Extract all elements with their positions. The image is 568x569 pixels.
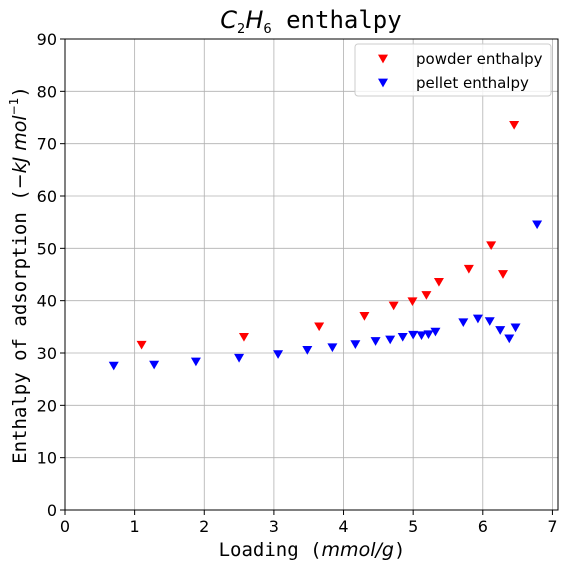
chart-title: C2H6 enthalpy bbox=[220, 6, 401, 37]
y-axis-label-exp: −1 bbox=[7, 98, 21, 116]
x-tick-label: 1 bbox=[130, 517, 140, 536]
series-1-point bbox=[149, 360, 160, 370]
series-0-point bbox=[463, 264, 474, 274]
series-0-point bbox=[314, 322, 325, 332]
x-tick-label: 7 bbox=[547, 517, 557, 536]
series-1-point bbox=[430, 327, 441, 337]
series-1-point bbox=[302, 346, 313, 355]
series-0-point bbox=[433, 278, 444, 287]
series-1-point bbox=[108, 361, 119, 371]
y-axis-label: Enthalpy of adsorption (−kJ mol−1) bbox=[7, 86, 31, 464]
series-1-point bbox=[472, 314, 483, 324]
x-axis-label-close: ) bbox=[394, 539, 405, 561]
series-0-point bbox=[486, 241, 497, 251]
series-1-point bbox=[532, 220, 543, 230]
x-axis-ticks: 0 1 2 3 4 5 6 7 bbox=[60, 510, 558, 536]
chart-title-sub1: 2 bbox=[237, 22, 245, 37]
legend-marker-0 bbox=[378, 54, 388, 64]
series-1-point bbox=[416, 331, 427, 341]
legend-label-0: powder enthalpy bbox=[416, 50, 543, 68]
series-0-point bbox=[497, 270, 508, 279]
x-tick-label: 0 bbox=[60, 517, 70, 536]
series-0-point bbox=[421, 291, 432, 300]
chart-title-c: C bbox=[220, 6, 237, 34]
series-1-point bbox=[484, 317, 495, 326]
series-1-point bbox=[370, 337, 381, 346]
legend-marker-1 bbox=[378, 78, 388, 88]
series-1-point bbox=[397, 332, 408, 342]
series-1-point bbox=[273, 350, 284, 359]
legend: powder enthalpy pellet enthalpy bbox=[354, 43, 552, 97]
series-1-point bbox=[504, 334, 515, 344]
series-1-point bbox=[458, 318, 469, 327]
y-axis-label-unit: −kJ mol bbox=[9, 115, 31, 190]
legend-label-1: pellet enthalpy bbox=[416, 74, 529, 92]
y-tick-label: 60 bbox=[37, 187, 57, 206]
plot-frame bbox=[64, 38, 559, 511]
y-tick-label: 40 bbox=[37, 292, 57, 311]
x-tick-label: 3 bbox=[269, 517, 279, 536]
x-axis-label-text: Loading ( bbox=[219, 539, 322, 561]
x-tick-label: 4 bbox=[338, 517, 348, 536]
x-axis-label: Loading (mmol/g) bbox=[219, 539, 406, 561]
series-1-point bbox=[385, 335, 396, 345]
series-0-point bbox=[136, 340, 147, 350]
y-axis-label-text: Enthalpy of adsorption ( bbox=[9, 189, 31, 464]
y-tick-label: 50 bbox=[37, 239, 57, 258]
legend-box bbox=[354, 43, 552, 97]
y-tick-label: 0 bbox=[47, 501, 57, 520]
series-1-point bbox=[495, 326, 506, 335]
data-points bbox=[108, 121, 543, 371]
chart-title-sub2: 6 bbox=[263, 22, 271, 37]
x-axis-label-unit: mmol/g bbox=[322, 539, 394, 561]
chart-title-suffix: enthalpy bbox=[272, 6, 402, 34]
series-1-point bbox=[408, 330, 419, 340]
y-tick-label: 20 bbox=[37, 396, 57, 415]
y-axis-label-close: ) bbox=[9, 86, 31, 97]
y-tick-label: 30 bbox=[37, 344, 57, 363]
legend-items: powder enthalpy pellet enthalpy bbox=[378, 50, 543, 92]
x-tick-label: 6 bbox=[478, 517, 488, 536]
y-tick-label: 10 bbox=[37, 449, 57, 468]
series-0-point bbox=[407, 297, 418, 307]
y-tick-label: 90 bbox=[37, 30, 57, 49]
y-tick-label: 70 bbox=[37, 135, 57, 154]
series-1-point bbox=[327, 343, 338, 353]
series-1-point bbox=[234, 353, 245, 363]
series-1-point bbox=[350, 340, 361, 349]
y-tick-label: 80 bbox=[37, 82, 57, 101]
series-0-point bbox=[359, 312, 370, 321]
x-tick-label: 5 bbox=[408, 517, 418, 536]
series-1-point bbox=[423, 330, 434, 340]
series-1-point bbox=[190, 357, 201, 367]
series-0-point bbox=[238, 332, 249, 342]
series-0-point bbox=[388, 301, 399, 311]
series-0-point bbox=[509, 121, 520, 130]
series-1-point bbox=[510, 323, 521, 333]
y-axis-ticks: 0 10 20 30 40 50 60 70 80 90 bbox=[37, 30, 65, 520]
chart-title-h: H bbox=[245, 6, 263, 34]
x-tick-label: 2 bbox=[199, 517, 209, 536]
